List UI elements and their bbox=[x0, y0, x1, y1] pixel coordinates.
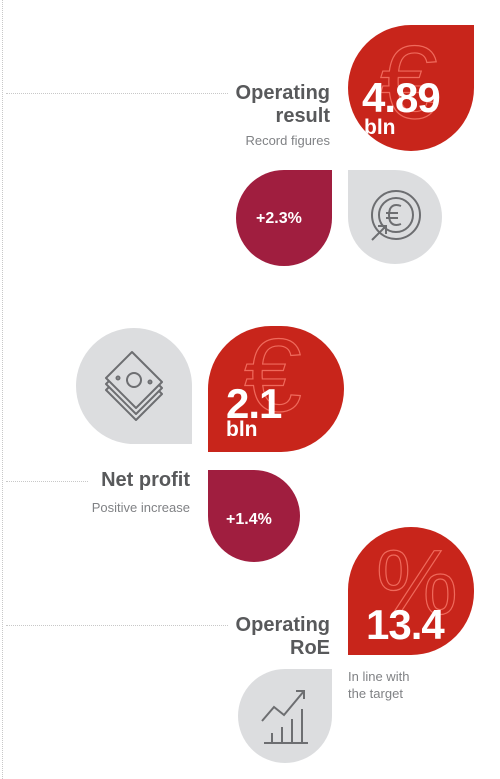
percent-watermark-icon: % bbox=[375, 532, 458, 634]
vertical-dotted-guide bbox=[2, 0, 3, 779]
operating-result-icon-drop bbox=[348, 170, 442, 264]
operating-result-change-drop: +2.3% bbox=[236, 170, 332, 266]
operating-result-connector bbox=[6, 93, 228, 94]
euro-watermark-icon: € bbox=[379, 25, 438, 141]
operating-roe-title: Operating RoE bbox=[235, 614, 330, 659]
operating-result-title: Operating result bbox=[235, 82, 330, 127]
net-profit-subtitle: Positive increase bbox=[91, 500, 190, 515]
euro-watermark-icon: € bbox=[243, 326, 302, 434]
net-profit-change-drop: +1.4% bbox=[208, 470, 300, 562]
net-profit-title: Net profit bbox=[101, 469, 190, 491]
operating-roe-icon-drop bbox=[238, 669, 332, 763]
operating-result-subtitle: Record figures bbox=[245, 133, 330, 148]
operating-result-change: +2.3% bbox=[256, 210, 302, 227]
operating-roe-connector bbox=[6, 625, 228, 626]
operating-result-unit: bln bbox=[364, 116, 396, 139]
net-profit-unit: bln bbox=[226, 418, 258, 441]
operating-roe-value: 13.4 bbox=[366, 601, 445, 648]
banknotes-icon bbox=[98, 350, 170, 422]
operating-result-value-drop: € 4.89 bln bbox=[348, 25, 474, 151]
net-profit-icon-drop bbox=[76, 328, 192, 444]
euro-circle-icon bbox=[360, 182, 430, 252]
net-profit-connector bbox=[6, 481, 88, 482]
operating-roe-note: In line with the target bbox=[348, 669, 410, 701]
net-profit-change: +1.4% bbox=[226, 511, 272, 528]
operating-roe-value-drop: % 13.4 bbox=[348, 527, 474, 655]
net-profit-value: 2.1 bbox=[226, 380, 282, 427]
operating-result-value: 4.89 bbox=[362, 74, 441, 121]
growth-chart-icon bbox=[256, 681, 316, 747]
net-profit-value-drop: € 2.1 bln bbox=[208, 326, 344, 452]
